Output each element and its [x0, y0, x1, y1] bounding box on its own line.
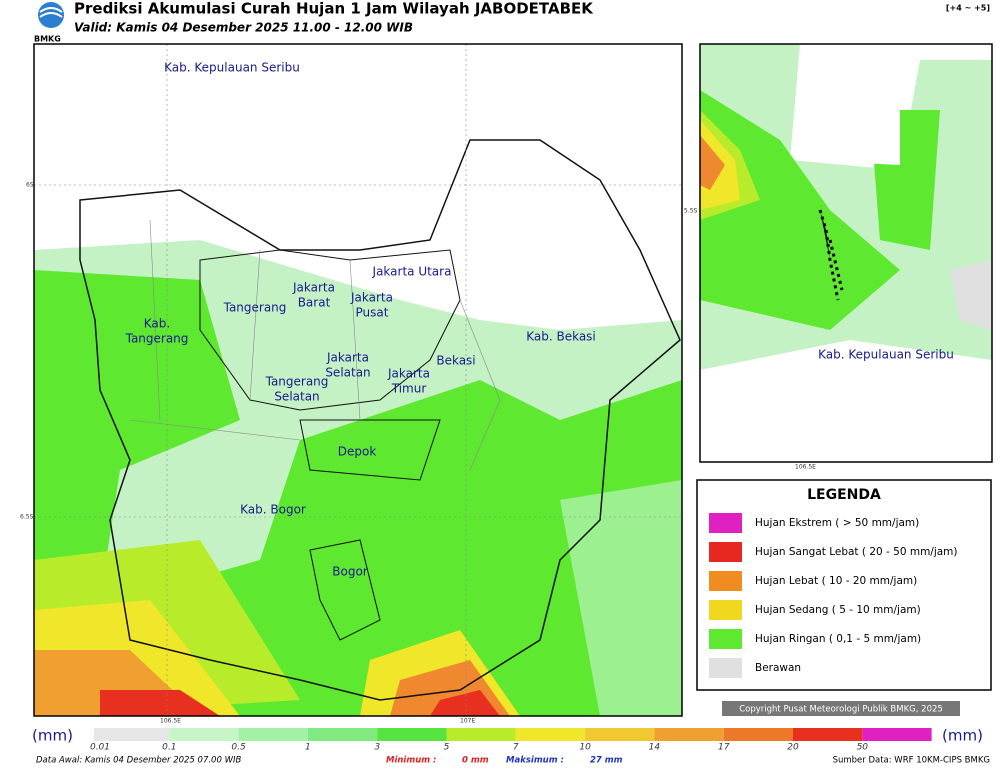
colorbar-segment — [515, 728, 586, 741]
coord-label: 106.5E — [795, 464, 816, 471]
legend-items: Hujan Ekstrem ( > 50 mm/jam) Hujan Sangat… — [709, 513, 958, 678]
region-label: Bekasi — [436, 354, 475, 368]
coord-label: 107E — [460, 718, 475, 725]
region-label: Bogor — [332, 565, 368, 579]
unit: (mm) — [32, 727, 73, 745]
region-label: Barat — [298, 296, 331, 310]
copyright: Copyright Pusat Meteorologi Publik BMKG,… — [739, 705, 943, 715]
legend-label: Hujan Sedang ( 5 - 10 mm/jam) — [755, 604, 921, 616]
logo-text: BMKG — [34, 35, 61, 44]
region-label: Timur — [391, 382, 427, 396]
colorbar-tick-label: 0.5 — [231, 743, 246, 753]
legend-swatch — [709, 658, 742, 678]
region-label: Tangerang — [265, 375, 329, 389]
legend-swatch — [709, 629, 742, 649]
colorbar-segment — [307, 728, 378, 741]
legend-label: Hujan Lebat ( 10 - 20 mm/jam) — [755, 575, 917, 587]
colorbar-segment — [585, 728, 655, 741]
region-label: Kab. — [144, 317, 170, 331]
map-labels: Kab. Kepulauan Seribu Jakarta Utara Jakart… — [125, 61, 596, 579]
colorbar-segment — [238, 728, 308, 741]
colorbar: 0.01 0.1 0.5 1 3 5 7 10 14 17 20 50 — [90, 728, 932, 753]
colorbar-tick-label: 17 — [718, 743, 730, 753]
colorbar-segment — [446, 728, 516, 741]
region-label: Jakarta — [292, 281, 335, 295]
coord-label: 6.5S — [20, 514, 34, 521]
coord-label: 6S — [26, 182, 34, 189]
colorbar-segment — [793, 728, 863, 741]
colorbar-tick-label: 0.1 — [162, 743, 176, 753]
legend-label: Berawan — [755, 662, 801, 674]
inset-label: Kab. Kepulauan Seribu — [818, 348, 954, 362]
title: Prediksi Akumulasi Curah Hujan 1 Jam Wil… — [74, 0, 594, 18]
region-label: Kab. Bogor — [240, 503, 306, 517]
colorbar-tick-label: 5 — [444, 743, 450, 753]
inset-map — [699, 43, 993, 463]
region-label: Jakarta — [350, 291, 393, 305]
region-label: Kab. Kepulauan Seribu — [164, 61, 300, 75]
region-label: Selatan — [325, 366, 370, 380]
source: Sumber Data: WRF 10KM-CIPS BMKG — [833, 756, 990, 766]
region-label: Tangerang — [125, 332, 189, 346]
legend-title: LEGENDA — [807, 487, 881, 503]
legend-swatch — [709, 542, 742, 562]
colorbar-segment — [94, 728, 170, 741]
colorbar-segment — [654, 728, 724, 741]
region-label: Pusat — [356, 306, 389, 320]
legend-swatch — [709, 600, 742, 620]
colorbar-tick-label: 10 — [579, 743, 591, 753]
region-label: Selatan — [274, 390, 319, 404]
colorbar-segment — [169, 728, 239, 741]
colorbar-segment — [723, 728, 793, 741]
colorbar-tick-label: 50 — [857, 743, 869, 753]
maximum-label: Maksimum : — [506, 756, 564, 766]
colorbar-tick-label: 20 — [787, 743, 799, 753]
colorbar-tick-label: 1 — [305, 743, 311, 753]
legend-swatch — [709, 571, 742, 591]
region-label: Kab. Bekasi — [526, 330, 596, 344]
data-awal: Data Awal: Kamis 04 Desember 2025 07.00 … — [36, 756, 241, 766]
legend-swatch — [709, 513, 742, 533]
region-label: Jakarta Utara — [372, 265, 452, 279]
minimum-value: 0 mm — [462, 756, 489, 766]
colorbar-tick-label: 0.01 — [90, 743, 110, 753]
unit: (mm) — [942, 727, 983, 745]
coord-label: 5.5S — [684, 208, 698, 215]
legend-label: Hujan Sangat Lebat ( 20 - 50 mm/jam) — [755, 546, 958, 558]
region-label: Jakarta — [387, 367, 430, 381]
copyright-box — [722, 701, 960, 716]
colorbar-segment — [377, 728, 447, 741]
region-label: Tangerang — [223, 301, 287, 315]
legend-label: Hujan Ekstrem ( > 50 mm/jam) — [755, 517, 919, 529]
colorbar-tick-label: 7 — [513, 743, 519, 753]
coord-label: 106.5E — [160, 718, 181, 725]
maximum-value: 27 mm — [590, 756, 623, 766]
colorbar-tick-label: 3 — [374, 743, 380, 753]
minimum-label: Minimum : — [386, 756, 436, 766]
region-label: Depok — [338, 445, 377, 459]
colorbar-tick-label: 14 — [649, 743, 661, 753]
main-map — [33, 43, 683, 717]
region-label: Jakarta — [326, 351, 369, 365]
logo-waves — [39, 7, 63, 18]
subtitle: Valid: Kamis 04 Desember 2025 11.00 - 12… — [74, 21, 413, 35]
legend-label: Hujan Ringan ( 0,1 - 5 mm/jam) — [755, 633, 921, 645]
colorbar-segment — [862, 728, 932, 741]
legend-box — [696, 479, 992, 691]
offset: [+4 ~ +5] — [946, 4, 990, 13]
